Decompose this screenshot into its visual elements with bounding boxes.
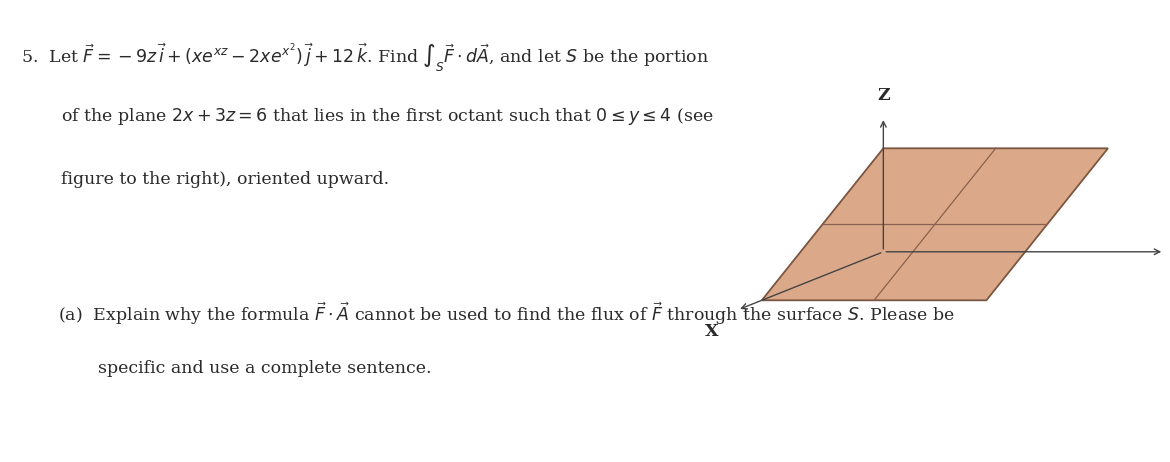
Polygon shape	[762, 148, 1108, 300]
Text: of the plane $2x + 3z = 6$ that lies in the first octant such that $0 \leq y \le: of the plane $2x + 3z = 6$ that lies in …	[61, 106, 714, 127]
Text: figure to the right), oriented upward.: figure to the right), oriented upward.	[61, 171, 388, 188]
Text: Z: Z	[878, 87, 889, 104]
Text: X: X	[706, 323, 718, 340]
Text: 5.  Let $\vec{F} = -9z\,\vec{i} + (xe^{xz} - 2xe^{x^2})\,\vec{j} + 12\,\vec{k}$.: 5. Let $\vec{F} = -9z\,\vec{i} + (xe^{xz…	[21, 42, 709, 74]
Text: (a)  Explain why the formula $\vec{F} \cdot \vec{A}$ cannot be used to find the : (a) Explain why the formula $\vec{F} \cd…	[58, 300, 955, 327]
Text: specific and use a complete sentence.: specific and use a complete sentence.	[98, 360, 432, 377]
